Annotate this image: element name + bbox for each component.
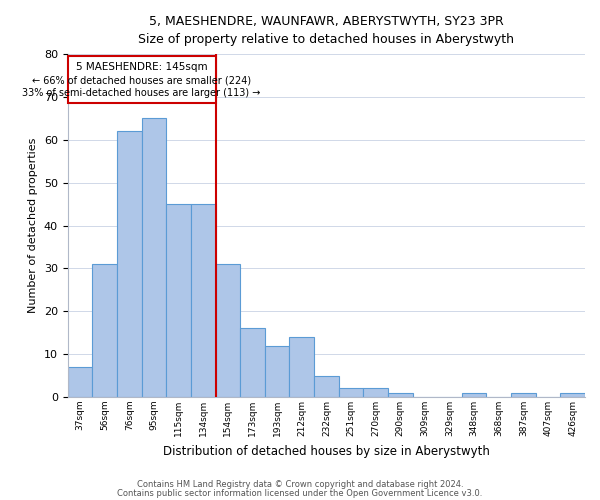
Text: ← 66% of detached houses are smaller (224): ← 66% of detached houses are smaller (22… [32, 76, 251, 86]
Bar [166, 204, 191, 397]
Bar [289, 337, 314, 397]
Bar [364, 388, 388, 397]
Text: 33% of semi-detached houses are larger (113) →: 33% of semi-detached houses are larger (… [22, 88, 261, 99]
Title: 5, MAESHENDRE, WAUNFAWR, ABERYSTWYTH, SY23 3PR
Size of property relative to deta: 5, MAESHENDRE, WAUNFAWR, ABERYSTWYTH, SY… [139, 15, 514, 46]
Bar [215, 264, 240, 397]
Bar [314, 376, 338, 397]
Text: Contains public sector information licensed under the Open Government Licence v3: Contains public sector information licen… [118, 488, 482, 498]
Bar [462, 392, 487, 397]
Text: Contains HM Land Registry data © Crown copyright and database right 2024.: Contains HM Land Registry data © Crown c… [137, 480, 463, 489]
Bar [191, 204, 215, 397]
Bar [68, 367, 92, 397]
Bar [560, 392, 585, 397]
Bar [511, 392, 536, 397]
Text: 5 MAESHENDRE: 145sqm: 5 MAESHENDRE: 145sqm [76, 62, 208, 72]
FancyBboxPatch shape [68, 56, 215, 104]
Bar [240, 328, 265, 397]
Bar [388, 392, 413, 397]
X-axis label: Distribution of detached houses by size in Aberystwyth: Distribution of detached houses by size … [163, 444, 490, 458]
Bar [142, 118, 166, 397]
Bar [265, 346, 289, 397]
Bar [92, 264, 117, 397]
Bar [117, 132, 142, 397]
Y-axis label: Number of detached properties: Number of detached properties [28, 138, 38, 313]
Bar [338, 388, 364, 397]
